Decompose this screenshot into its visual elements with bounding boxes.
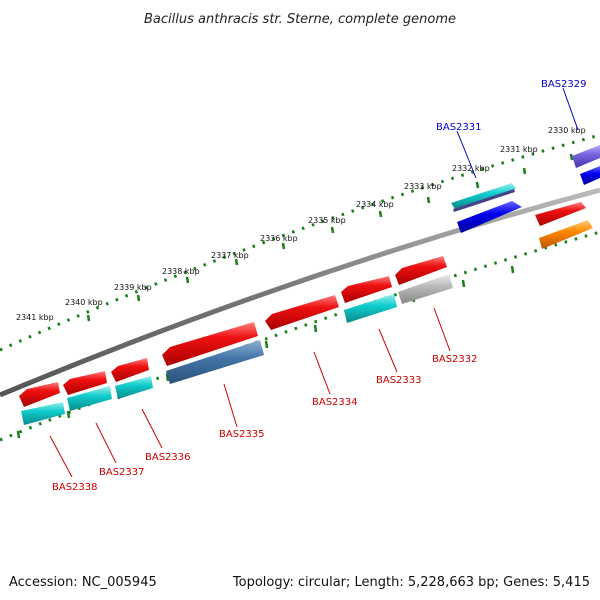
outer-tick-2339: [185, 276, 190, 284]
gene-red-1[interactable]: [19, 382, 60, 407]
inner-tick-f: [264, 340, 269, 349]
gene-red-5[interactable]: [341, 276, 392, 303]
genome-backbone: [0, 187, 600, 398]
gene-label-bas2336[interactable]: BAS2336: [145, 452, 191, 463]
gene-bas2332-bar[interactable]: [398, 274, 453, 304]
outer-ruler-track: [0, 133, 600, 352]
inner-tick-d: [165, 373, 170, 382]
accession-text: Accession: NC_005945: [9, 575, 157, 590]
connector-bas2337: [95, 422, 117, 464]
connector-bas2329: [562, 87, 579, 131]
connector-bas2332: [433, 307, 451, 352]
map-title: Bacillus anthracis str. Sterne, complete…: [144, 12, 456, 27]
connector-bas2338: [49, 435, 73, 478]
outer-tick-2331: [569, 153, 574, 161]
outer-tick-2341: [86, 314, 91, 322]
gene-bas2331-stripe: [453, 189, 515, 212]
inner-ruler-track: [0, 230, 600, 442]
gene-label-bas2331[interactable]: BAS2331: [436, 122, 482, 133]
inner-tick-b: [66, 410, 71, 419]
outer-tick-2335: [378, 210, 383, 218]
gene-label-bas2335[interactable]: BAS2335: [219, 429, 265, 440]
gene-bas2333-bar[interactable]: [344, 294, 397, 323]
gene-bas2337-bar[interactable]: [67, 386, 112, 411]
scale-label-2335: 2335 kbp: [308, 216, 346, 225]
connector-bas2331: [456, 130, 477, 179]
scale-label-2339: 2339 kbp: [114, 283, 152, 292]
outer-tick-2336: [330, 226, 335, 234]
connector-bas2334: [313, 351, 331, 395]
gene-bas2338-bar[interactable]: [21, 402, 65, 425]
scale-labels: 2330 kbp 2331 kbp 2332 kbp 2333 kbp 2334…: [16, 126, 586, 322]
connector-bas2335: [223, 383, 238, 428]
gene-red-3[interactable]: [111, 358, 149, 382]
outer-tick-2333: [475, 181, 480, 189]
inner-tick-g: [313, 324, 318, 333]
inner-tick-a: [16, 430, 21, 439]
outer-tick-2332: [522, 167, 527, 175]
inner-tick-k: [510, 265, 515, 274]
forward-features: [451, 145, 600, 249]
outer-tick-2338: [234, 258, 239, 266]
gene-bas2336-bar[interactable]: [115, 376, 153, 399]
connector-bas2333: [378, 328, 398, 373]
gene-bas2330-bar[interactable]: [580, 166, 600, 185]
gene-label-bas2332[interactable]: BAS2332: [432, 354, 478, 365]
gene-label-bas2337[interactable]: BAS2337: [99, 467, 145, 478]
scale-label-2332: 2332 kbp: [452, 164, 490, 173]
reverse-features: [19, 256, 453, 425]
outer-major-ticks: [86, 153, 574, 322]
label-connectors: [49, 87, 579, 478]
gene-red-2[interactable]: [63, 371, 107, 395]
gene-bas2331-bar[interactable]: [451, 183, 516, 209]
connector-bas2336: [141, 408, 163, 449]
outer-tick-2334: [426, 196, 431, 204]
scale-label-2338: 2338 kbp: [162, 267, 200, 276]
scale-label-2337: 2337 kbp: [211, 251, 249, 260]
gene-label-bas2333[interactable]: BAS2333: [376, 375, 422, 386]
gene-red-right[interactable]: [535, 202, 586, 226]
gene-label-bas2329[interactable]: BAS2329: [541, 79, 587, 90]
gene-blue-feature[interactable]: [457, 201, 522, 233]
scale-label-2340: 2340 kbp: [65, 298, 103, 307]
scale-label-2341: 2341 kbp: [16, 313, 54, 322]
outer-tick-2337: [281, 242, 286, 250]
gene-red-4[interactable]: [162, 322, 258, 366]
gene-label-bas2334[interactable]: BAS2334: [312, 397, 358, 408]
topology-text: Topology: circular; Length: 5,228,663 bp…: [232, 575, 590, 590]
scale-label-2336: 2336 kbp: [260, 234, 298, 243]
scale-label-2334: 2334 kbp: [356, 200, 394, 209]
gene-orange-feature[interactable]: [539, 220, 593, 249]
scale-label-2333: 2333 kbp: [404, 182, 442, 191]
gene-red-6[interactable]: [395, 256, 447, 285]
outer-tick-2340: [136, 294, 141, 302]
scale-label-2331: 2331 kbp: [500, 145, 538, 154]
gene-bas2334-bar[interactable]: [265, 295, 339, 330]
gene-bas2335-bar[interactable]: [166, 340, 264, 384]
scale-label-2330: 2330 kbp: [548, 126, 586, 135]
gene-label-bas2338[interactable]: BAS2338: [52, 482, 98, 493]
inner-tick-j: [461, 279, 466, 288]
gene-bas2329-bar[interactable]: [572, 145, 600, 168]
gene-labels: BAS2329 BAS2331 BAS2332 BAS2333 BAS2334 …: [52, 79, 587, 493]
